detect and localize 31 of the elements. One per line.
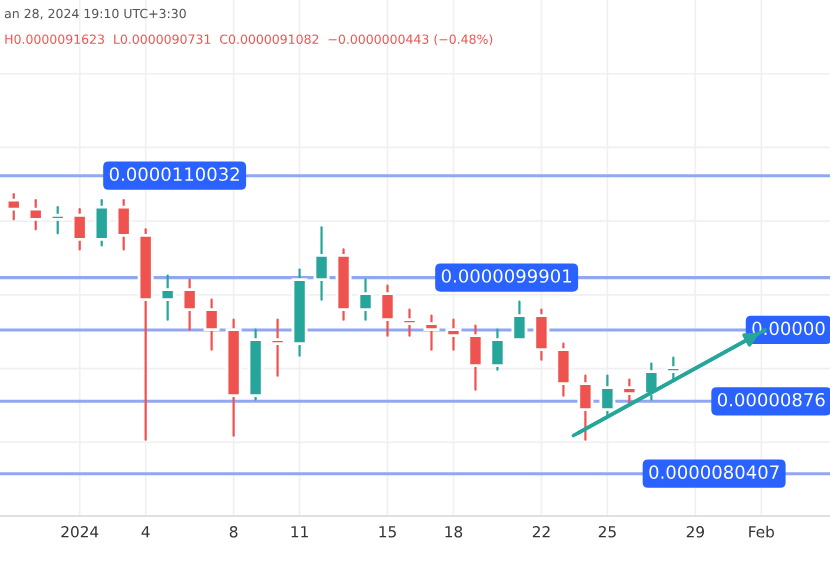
candlestick xyxy=(401,308,418,337)
candlestick xyxy=(379,284,396,337)
candlestick xyxy=(533,308,550,361)
ref-line-label: 0.0000110032 xyxy=(109,167,239,181)
candlestick xyxy=(577,374,594,441)
candlestick xyxy=(159,274,176,321)
candlestick xyxy=(643,362,660,401)
candlestick xyxy=(93,199,110,247)
candlestick xyxy=(467,324,484,391)
candlestick xyxy=(621,378,638,407)
candlestick xyxy=(269,318,286,377)
candlestick xyxy=(27,199,44,231)
ref-line-label: 0.00000876 xyxy=(717,392,825,407)
candlestick xyxy=(115,199,132,251)
ref-line-label: 0.0000099901 xyxy=(441,269,572,283)
candlestick xyxy=(5,193,22,221)
candlestick xyxy=(423,314,440,351)
ref-line-label: 0.0000080407 xyxy=(649,465,779,479)
candlestick xyxy=(357,278,374,321)
candlestick xyxy=(313,226,330,301)
candlestick xyxy=(203,298,220,351)
annotation: 0.00000 xyxy=(752,321,825,336)
candlestick xyxy=(445,318,462,351)
candlestick xyxy=(49,206,66,235)
candlestick xyxy=(555,342,572,397)
candlestick xyxy=(71,208,88,251)
candlestick xyxy=(665,356,682,381)
candlestick xyxy=(511,300,528,342)
candlestick xyxy=(489,328,506,371)
candlestick xyxy=(181,278,198,331)
candlestick xyxy=(599,374,616,417)
